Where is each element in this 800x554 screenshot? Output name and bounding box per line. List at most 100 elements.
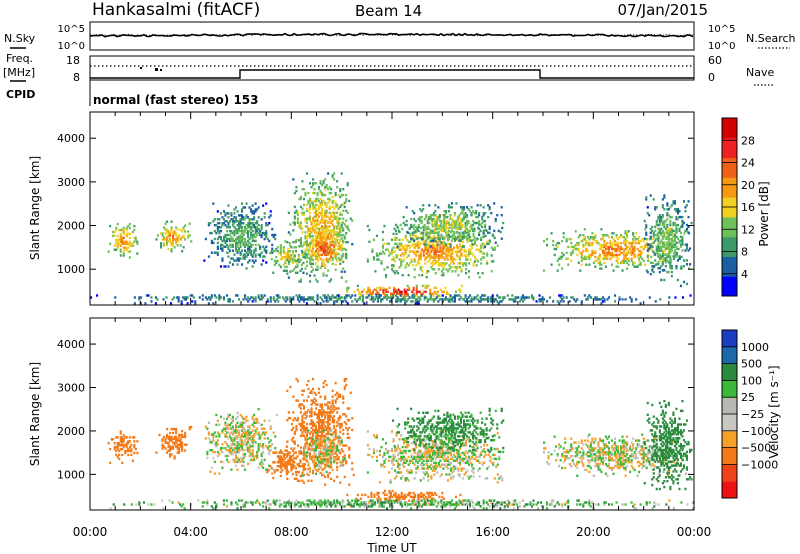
echo-cell	[598, 261, 601, 264]
echo-cell	[591, 249, 594, 253]
echo-cell	[319, 430, 322, 434]
echo-cell	[667, 253, 670, 256]
echo-cell	[289, 223, 292, 226]
echo-cell	[179, 439, 182, 442]
echo-cell	[172, 447, 175, 450]
echo-cell	[322, 226, 325, 229]
echo-cell	[627, 263, 630, 266]
echo-cell	[169, 437, 172, 441]
echo-cell	[574, 243, 577, 247]
echo-cell	[307, 243, 310, 247]
echo-cell	[585, 298, 588, 301]
echo-cell	[293, 447, 296, 450]
echo-cell	[661, 229, 664, 233]
echo-cell	[437, 217, 440, 221]
echo-cell	[603, 249, 606, 253]
echo-cell	[298, 403, 301, 406]
echo-cell	[284, 463, 287, 466]
echo-cell	[301, 452, 304, 455]
echo-cell	[247, 233, 250, 237]
echo-cell	[403, 290, 406, 293]
echo-cell	[325, 413, 328, 416]
echo-cell	[284, 457, 287, 460]
echo-cell	[661, 241, 664, 244]
echo-cell	[305, 460, 308, 463]
echo-cell	[370, 292, 373, 295]
echo-cell	[307, 473, 310, 477]
echo-cell	[334, 381, 337, 385]
echo-cell	[670, 265, 673, 268]
echo-cell	[304, 426, 307, 430]
echo-cell	[469, 252, 472, 255]
echo-cell	[621, 247, 624, 251]
echo-cell	[170, 453, 173, 456]
echo-cell	[382, 296, 385, 299]
echo-cell	[293, 211, 296, 214]
echo-cell	[312, 245, 315, 248]
echo-cell	[293, 223, 296, 226]
echo-cell	[257, 294, 260, 297]
echo-cell	[287, 260, 290, 264]
echo-cell	[546, 243, 549, 247]
echo-cell	[443, 264, 446, 267]
echo-cell	[222, 222, 225, 225]
echo-cell	[315, 182, 318, 185]
echo-cell	[334, 215, 337, 218]
echo-cell	[413, 294, 416, 297]
echo-cell	[404, 248, 407, 251]
echo-cell	[262, 427, 265, 430]
echo-cell	[660, 257, 663, 260]
echo-cell	[361, 294, 364, 297]
echo-cell	[178, 449, 181, 452]
echo-cell	[262, 204, 265, 207]
echo-cell	[412, 288, 415, 291]
echo-cell	[435, 296, 438, 299]
echo-cell	[216, 439, 219, 442]
echo-cell	[490, 296, 493, 299]
echo-cell	[127, 442, 130, 445]
echo-cell	[318, 424, 321, 428]
echo-cell	[365, 292, 368, 295]
echo-cell	[434, 221, 437, 225]
echo-cell	[541, 298, 544, 301]
echo-cell	[570, 245, 573, 249]
echo-cell	[661, 245, 664, 248]
echo-cell	[130, 449, 133, 453]
echo-cell	[113, 447, 116, 451]
echo-cell	[296, 221, 299, 224]
echo-cell	[213, 450, 216, 454]
echo-cell	[289, 298, 292, 301]
echo-cell	[312, 203, 315, 207]
echo-cell	[219, 212, 222, 215]
echo-cell	[427, 254, 430, 257]
echo-cell	[351, 219, 354, 222]
echo-cell	[488, 225, 491, 229]
echo-cell	[343, 298, 346, 301]
echo-cell	[466, 298, 469, 301]
echo-cell	[333, 215, 336, 218]
echo-cell	[315, 426, 318, 430]
echo-cell	[429, 217, 432, 221]
echo-cell	[645, 225, 648, 229]
echo-cell	[247, 229, 250, 233]
echo-cell	[396, 245, 399, 248]
echo-cell	[666, 270, 669, 274]
echo-cell	[455, 268, 458, 271]
echo-cell	[322, 452, 325, 455]
echo-cell	[219, 237, 222, 241]
echo-cell	[430, 292, 433, 295]
echo-cell	[556, 300, 559, 303]
echo-cell	[398, 246, 401, 249]
echo-cell	[336, 215, 339, 218]
echo-cell	[239, 253, 242, 256]
echo-cell	[675, 253, 678, 257]
echo-cell	[469, 244, 472, 247]
echo-cell	[315, 407, 318, 410]
echo-cell	[499, 296, 502, 299]
echo-cell	[222, 298, 225, 301]
echo-cell	[241, 447, 244, 450]
echo-cell	[632, 232, 635, 235]
freq-panel-frame	[89, 55, 695, 81]
echo-cell	[552, 243, 555, 247]
echo-cell	[238, 239, 241, 243]
